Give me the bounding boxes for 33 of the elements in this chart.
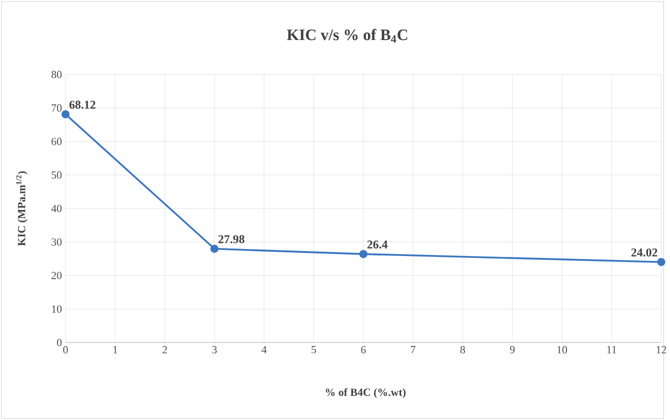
y-tick-label: 40 [51,204,62,212]
x-tick-label: 9 [510,346,515,354]
x-tick-label: 11 [607,346,616,354]
data-label: 68.12 [69,100,96,109]
x-tick-label: 0 [63,346,68,354]
y-tick-label: 0 [56,338,62,346]
x-tick-label: 6 [361,346,366,354]
y-tick-label: 60 [52,138,62,146]
x-tick-label: 3 [212,346,217,354]
data-label: 27.98 [218,235,244,244]
x-tick-label: 4 [262,346,267,354]
y-tick-label: 80 [52,70,62,78]
y-tick-label: 50 [52,171,62,179]
x-tick-label: 1 [113,346,118,354]
y-axis-title: KIC (MPa.m$^{1/2}$) [16,171,28,246]
x-tick-label: 12 [656,346,666,354]
data-label: 26.4 [367,240,388,249]
data-label: 24.02 [631,248,658,257]
y-tick-label: 70 [52,104,62,112]
point [359,250,368,258]
x-axis-title: % of B4C (%.wt) [326,388,406,398]
y-tick-label: 20 [52,272,62,280]
point [61,110,70,118]
chart-title: KIC v/s % of B$_{4}$C [286,28,408,43]
x-tick-label: 8 [460,346,465,354]
x-tick-label: 5 [312,346,316,354]
x-tick-label: 2 [162,346,167,354]
point [657,258,666,266]
point [210,244,219,253]
x-tick-label: 10 [557,346,567,354]
x-tick-label: 7 [411,346,416,354]
y-tick-label: 10 [52,305,62,313]
y-tick-label: 30 [52,238,62,246]
